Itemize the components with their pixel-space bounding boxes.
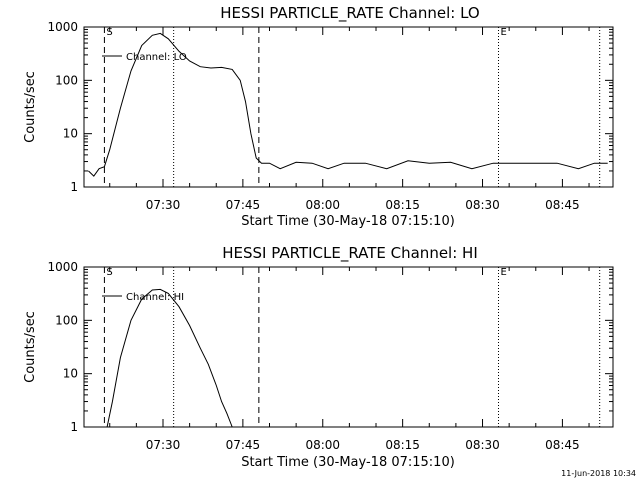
x-tick-label: 07:30	[146, 198, 181, 212]
marker-label: S	[106, 27, 112, 38]
x-tick-label: 07:45	[226, 198, 261, 212]
x-tick-label: 08:45	[545, 438, 580, 452]
plot-frame	[83, 26, 614, 188]
y-tick-label: 10	[63, 127, 78, 141]
y-tick-label: 1000	[47, 20, 78, 34]
marker-label: E	[501, 267, 507, 278]
chart-panel-hi: HESSI PARTICLE_RATE Channel: HI Counts/s…	[23, 244, 614, 470]
marker-label: S	[106, 267, 112, 278]
x-axis-label: Start Time (30-May-18 07:15:10)	[241, 214, 455, 229]
x-tick-label: 07:30	[146, 438, 181, 452]
y-tick-label: 100	[55, 313, 78, 327]
x-axis-label: Start Time (30-May-18 07:15:10)	[241, 455, 455, 470]
x-tick-label: 08:15	[385, 438, 420, 452]
x-tick-label: 08:30	[465, 438, 500, 452]
x-tick-label: 08:15	[385, 198, 420, 212]
legend-label: Channel: HI	[126, 292, 184, 303]
y-tick-label: 1	[70, 420, 78, 434]
timestamp: 11-Jun-2018 10:34	[561, 469, 636, 478]
y-tick-label: 10	[63, 367, 78, 381]
y-tick-label: 1	[70, 180, 78, 194]
plot-frame	[83, 266, 614, 428]
chart-title: HESSI PARTICLE_RATE Channel: HI	[222, 244, 478, 263]
x-tick-label: 07:45	[226, 438, 261, 452]
y-tick-label: 100	[55, 73, 78, 87]
series-line	[88, 32, 608, 177]
x-tick-label: 08:00	[305, 438, 340, 452]
y-tick-label: 1000	[47, 260, 78, 274]
chart-title: HESSI PARTICLE_RATE Channel: LO	[220, 4, 479, 23]
legend-label: Channel: LO	[126, 52, 187, 63]
y-axis-label: Counts/sec	[23, 71, 38, 143]
y-axis-label: Counts/sec	[23, 311, 38, 383]
marker-label: E	[501, 27, 507, 38]
x-tick-label: 08:00	[305, 198, 340, 212]
x-tick-label: 08:30	[465, 198, 500, 212]
chart-panel-lo: HESSI PARTICLE_RATE Channel: LO Counts/s…	[23, 4, 614, 229]
x-tick-label: 08:45	[545, 198, 580, 212]
series-line	[106, 288, 233, 428]
